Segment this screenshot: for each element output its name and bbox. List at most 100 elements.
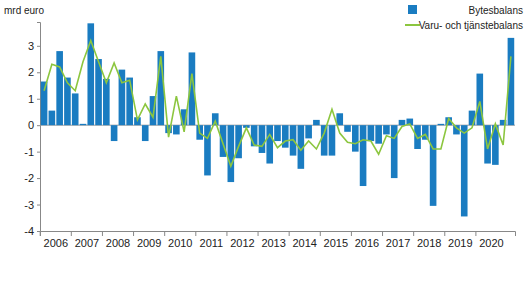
bar xyxy=(352,125,359,151)
bar xyxy=(305,125,312,138)
bar xyxy=(259,125,266,153)
x-tick-mark xyxy=(71,231,72,236)
y-tick-mark xyxy=(37,125,40,126)
x-tick-mark xyxy=(289,231,290,236)
x-tick: 2015 xyxy=(320,231,348,249)
line xyxy=(44,41,511,167)
x-axis: 2006 2007 2008 2009 2010 2011 2012 2013 2014 2015… xyxy=(40,231,515,249)
x-tick: 2020 xyxy=(476,231,504,249)
bar xyxy=(368,125,375,141)
bar xyxy=(399,120,406,125)
x-tick: 2011 xyxy=(196,231,223,249)
bar xyxy=(430,125,437,206)
x-tick-mark xyxy=(226,231,227,236)
bar xyxy=(103,79,110,125)
bar xyxy=(344,125,351,132)
y-tick-label: -2 xyxy=(24,172,34,184)
y-tick-label: 1 xyxy=(28,93,34,105)
y-axis-title: mrd euro xyxy=(4,5,44,16)
bar xyxy=(461,125,468,216)
legend-label: Bytesbalans xyxy=(469,5,523,16)
bar xyxy=(49,111,56,126)
y-tick-label: 0 xyxy=(28,119,34,131)
y-tick: -2 xyxy=(24,172,40,184)
x-tick: 2006 xyxy=(40,231,68,249)
y-tick-label: -3 xyxy=(24,199,34,211)
legend: Bytesbalans Varu- och tjänstebalans xyxy=(405,5,523,31)
y-tick-label: 3 xyxy=(28,40,34,52)
legend-item: Varu- och tjänstebalans xyxy=(405,20,523,31)
y-tick-mark xyxy=(37,99,40,100)
bar xyxy=(72,93,79,125)
bar xyxy=(228,125,235,182)
x-tick: 2019 xyxy=(445,231,473,249)
x-tick-mark xyxy=(351,231,352,236)
x-tick: 2016 xyxy=(351,231,379,249)
bar xyxy=(391,125,398,178)
x-tick-mark xyxy=(102,231,103,236)
bars xyxy=(41,23,514,216)
y-tick-mark xyxy=(37,72,40,73)
x-tick-label: 2011 xyxy=(200,237,224,249)
x-tick-label: 2008 xyxy=(106,237,130,249)
bar xyxy=(336,113,343,125)
y-tick: -3 xyxy=(24,199,40,211)
x-tick-mark xyxy=(320,231,321,236)
bar xyxy=(266,125,273,163)
y-axis-line xyxy=(37,23,41,232)
y-tick: 2 xyxy=(28,66,40,78)
y-tick-mark xyxy=(37,152,40,153)
bar xyxy=(274,125,281,141)
legend-label: Varu- och tjänstebalans xyxy=(419,20,523,31)
x-tick-label: 2010 xyxy=(168,237,192,249)
x-tick-label: 2013 xyxy=(261,237,285,249)
y-tick: 3 xyxy=(28,40,40,52)
y-tick-label: 2 xyxy=(28,66,34,78)
x-tick: 2013 xyxy=(258,231,286,249)
y-tick: 0 xyxy=(28,119,40,131)
bar xyxy=(360,125,367,186)
bar xyxy=(313,120,320,125)
x-tick-mark xyxy=(382,231,383,236)
x-tick-label: 2007 xyxy=(75,237,99,249)
y-tick-mark xyxy=(37,178,40,179)
y-tick: 1 xyxy=(28,93,40,105)
bar xyxy=(329,125,336,155)
x-tick-label: 2015 xyxy=(324,237,348,249)
y-tick-mark xyxy=(37,205,40,206)
bar xyxy=(173,125,180,134)
bar xyxy=(438,124,445,125)
y-tick-label: -1 xyxy=(24,146,34,158)
legend-item: Bytesbalans xyxy=(408,5,523,16)
legend-swatch xyxy=(408,5,417,14)
bar xyxy=(321,125,328,155)
x-tick-mark xyxy=(40,231,41,236)
x-tick-mark xyxy=(164,231,165,236)
plot-area xyxy=(40,23,515,216)
x-tick-label: 2019 xyxy=(448,237,472,249)
y-tick-mark xyxy=(37,46,40,47)
x-tick-mark xyxy=(444,231,445,236)
x-tick: 2010 xyxy=(165,231,193,249)
bar xyxy=(383,125,390,134)
x-tick-mark xyxy=(133,231,134,236)
x-tick: 2009 xyxy=(134,231,162,249)
x-tick-label: 2009 xyxy=(137,237,161,249)
y-tick: -1 xyxy=(24,146,40,158)
bar xyxy=(282,125,289,147)
x-tick-label: 2012 xyxy=(230,237,254,249)
x-tick-label: 2006 xyxy=(44,237,68,249)
x-tick: 2008 xyxy=(102,231,130,249)
bar xyxy=(375,125,382,144)
x-tick: 2017 xyxy=(383,231,411,249)
x-tick: 2018 xyxy=(414,231,442,249)
x-tick-label: 2018 xyxy=(417,237,441,249)
x-tick-mark xyxy=(413,231,414,236)
x-axis-line xyxy=(41,232,516,237)
x-tick: 2014 xyxy=(289,231,317,249)
y-tick: -4 xyxy=(24,225,40,237)
y-tick-mark xyxy=(37,231,40,232)
x-tick-label: 2017 xyxy=(386,237,410,249)
x-tick-label: 2020 xyxy=(479,237,503,249)
x-tick-mark xyxy=(195,231,196,236)
